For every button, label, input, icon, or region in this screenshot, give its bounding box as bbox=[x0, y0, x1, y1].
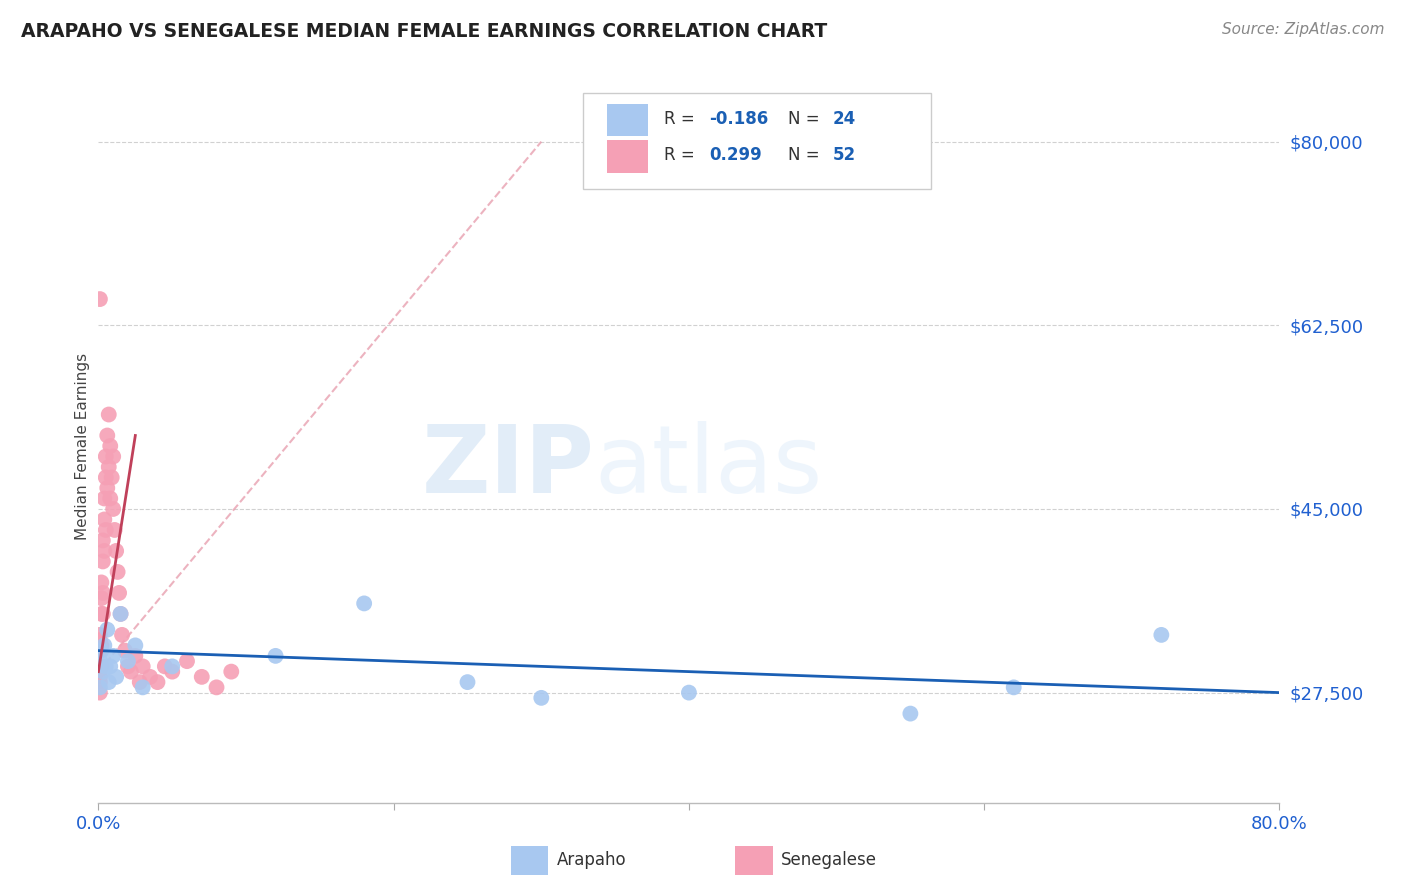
Point bbox=[97, 408, 120, 422]
Point bbox=[103, 502, 125, 516]
Text: Source: ZipAtlas.com: Source: ZipAtlas.com bbox=[1222, 22, 1385, 37]
Point bbox=[89, 675, 111, 690]
Point bbox=[91, 533, 114, 548]
Point bbox=[120, 665, 142, 679]
Point bbox=[89, 654, 111, 668]
Point bbox=[89, 659, 111, 673]
Text: 24: 24 bbox=[832, 111, 856, 128]
Point bbox=[98, 439, 121, 453]
Point bbox=[91, 554, 114, 568]
Point bbox=[89, 633, 111, 648]
Point bbox=[91, 607, 114, 621]
Point bbox=[90, 575, 112, 590]
Point bbox=[98, 491, 121, 506]
FancyBboxPatch shape bbox=[607, 103, 648, 136]
Point bbox=[162, 659, 183, 673]
FancyBboxPatch shape bbox=[510, 847, 548, 875]
Point bbox=[89, 670, 111, 684]
Point bbox=[153, 659, 176, 673]
Text: -0.186: -0.186 bbox=[709, 111, 768, 128]
FancyBboxPatch shape bbox=[582, 93, 931, 189]
Point bbox=[90, 607, 112, 621]
Text: R =: R = bbox=[664, 146, 700, 164]
Point bbox=[90, 639, 112, 653]
Point bbox=[108, 586, 131, 600]
Text: R =: R = bbox=[664, 111, 700, 128]
Point bbox=[107, 565, 129, 579]
Point bbox=[94, 523, 117, 537]
Point bbox=[219, 665, 242, 679]
Point bbox=[94, 450, 117, 464]
Point bbox=[1002, 681, 1025, 695]
Text: 0.299: 0.299 bbox=[709, 146, 762, 164]
FancyBboxPatch shape bbox=[607, 140, 648, 172]
Point bbox=[104, 523, 127, 537]
Point bbox=[94, 659, 117, 673]
Text: ARAPAHO VS SENEGALESE MEDIAN FEMALE EARNINGS CORRELATION CHART: ARAPAHO VS SENEGALESE MEDIAN FEMALE EARN… bbox=[21, 22, 827, 41]
Point bbox=[114, 643, 136, 657]
Point bbox=[111, 628, 134, 642]
Point bbox=[90, 659, 112, 673]
Point bbox=[205, 681, 228, 695]
Point bbox=[128, 675, 150, 690]
Point bbox=[678, 685, 700, 699]
FancyBboxPatch shape bbox=[735, 847, 773, 875]
Text: Arapaho: Arapaho bbox=[557, 851, 626, 869]
Point bbox=[100, 470, 122, 484]
Point bbox=[176, 654, 198, 668]
Point bbox=[97, 675, 120, 690]
Point bbox=[93, 491, 115, 506]
Point bbox=[89, 685, 111, 699]
Point bbox=[124, 639, 146, 653]
Y-axis label: Median Female Earnings: Median Female Earnings bbox=[75, 352, 90, 540]
Point bbox=[264, 648, 287, 663]
Point bbox=[94, 470, 117, 484]
Point bbox=[89, 628, 111, 642]
Point bbox=[1150, 628, 1173, 642]
Point bbox=[117, 654, 139, 668]
Point bbox=[132, 681, 155, 695]
Point bbox=[103, 648, 125, 663]
Point bbox=[132, 659, 155, 673]
Point bbox=[93, 544, 115, 558]
Point bbox=[900, 706, 922, 721]
Text: 52: 52 bbox=[832, 146, 856, 164]
Point bbox=[146, 675, 169, 690]
Point bbox=[89, 292, 111, 306]
Point bbox=[98, 659, 121, 673]
Text: N =: N = bbox=[789, 111, 825, 128]
Point bbox=[162, 665, 183, 679]
Point bbox=[456, 675, 478, 690]
Point bbox=[110, 607, 132, 621]
Text: ZIP: ZIP bbox=[422, 421, 595, 514]
Point bbox=[96, 623, 118, 637]
Point bbox=[191, 670, 214, 684]
Point bbox=[96, 481, 118, 495]
Point bbox=[93, 512, 115, 526]
Point bbox=[139, 670, 162, 684]
Point bbox=[89, 643, 111, 657]
Point bbox=[90, 591, 112, 606]
Text: N =: N = bbox=[789, 146, 825, 164]
Point bbox=[124, 648, 146, 663]
Point bbox=[97, 460, 120, 475]
Point bbox=[91, 586, 114, 600]
Point bbox=[93, 639, 115, 653]
Point bbox=[353, 596, 375, 610]
Point bbox=[105, 544, 128, 558]
Point bbox=[89, 681, 111, 695]
Point bbox=[90, 643, 112, 657]
Point bbox=[96, 428, 118, 442]
Point bbox=[117, 659, 139, 673]
Point bbox=[91, 665, 114, 679]
Text: atlas: atlas bbox=[595, 421, 823, 514]
Point bbox=[105, 670, 128, 684]
Text: Senegalese: Senegalese bbox=[782, 851, 877, 869]
Point bbox=[103, 450, 125, 464]
Point bbox=[110, 607, 132, 621]
Point bbox=[530, 690, 553, 705]
